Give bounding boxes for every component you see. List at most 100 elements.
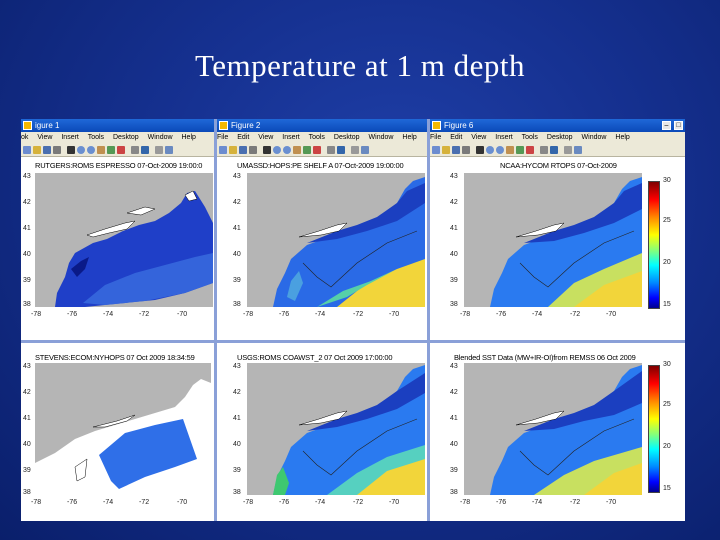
plot-title: UMASSD:HOPS:PE SHELF A 07-Oct-2009 19:00… (237, 161, 404, 170)
x-tick: -74 (315, 499, 326, 506)
menu-desktop[interactable]: Desktop (546, 134, 573, 141)
hide-plottools-icon[interactable] (564, 146, 572, 154)
y-tick: 38 (23, 489, 31, 496)
plot-panel-4: STEVENS:ECOM:NYHOPS 07 Oct 2009 18:34:59… (21, 343, 214, 521)
legend-icon[interactable] (141, 146, 149, 154)
print-icon[interactable] (249, 146, 257, 154)
open-icon[interactable] (33, 146, 41, 154)
y-tick: 39 (450, 467, 458, 474)
new-icon[interactable] (219, 146, 227, 154)
x-tick: -76 (279, 499, 290, 506)
x-tick: -78 (243, 499, 254, 506)
open-icon[interactable] (442, 146, 450, 154)
y-tick: 43 (233, 363, 241, 370)
legend-icon[interactable] (337, 146, 345, 154)
y-tick: 43 (23, 363, 31, 370)
map-plot (247, 363, 425, 495)
menu-edit[interactable]: Edit (450, 134, 463, 141)
rotate-icon[interactable] (516, 146, 524, 154)
save-icon[interactable] (452, 146, 460, 154)
arrow-icon[interactable] (476, 146, 484, 154)
hide-plottools-icon[interactable] (155, 146, 163, 154)
save-icon[interactable] (43, 146, 51, 154)
x-tick: -76 (279, 311, 290, 318)
show-plottools-icon[interactable] (574, 146, 582, 154)
menu-file[interactable]: File (430, 134, 442, 141)
menu-bar: File Edit View Insert Tools Desktop Wind… (430, 132, 685, 143)
colorbar-icon[interactable] (327, 146, 335, 154)
map-plot (464, 363, 642, 495)
arrow-icon[interactable] (263, 146, 271, 154)
hide-plottools-icon[interactable] (351, 146, 359, 154)
zoom-in-icon[interactable] (273, 146, 281, 154)
save-icon[interactable] (239, 146, 247, 154)
y-tick: 41 (233, 225, 241, 232)
menu-tools[interactable]: Tools (308, 134, 325, 141)
menu-window[interactable]: Window (368, 134, 394, 141)
x-tick: -72 (139, 311, 150, 318)
colorbar-icon[interactable] (540, 146, 548, 154)
datacursor-icon[interactable] (526, 146, 534, 154)
figure-window-6: Figure 6 – □ File Edit View Insert Tools… (430, 119, 685, 340)
rotate-icon[interactable] (303, 146, 311, 154)
x-tick: -78 (243, 311, 254, 318)
x-tick: -76 (67, 311, 78, 318)
zoom-in-icon[interactable] (486, 146, 494, 154)
menu-view[interactable]: View (37, 134, 53, 141)
toolbar (430, 143, 685, 157)
show-plottools-icon[interactable] (361, 146, 369, 154)
window-titlebar[interactable]: Figure 2 (217, 119, 427, 132)
new-icon[interactable] (23, 146, 31, 154)
menu-desktop[interactable]: Desktop (333, 134, 360, 141)
pan-icon[interactable] (97, 146, 105, 154)
open-icon[interactable] (229, 146, 237, 154)
datacursor-icon[interactable] (117, 146, 125, 154)
rotate-icon[interactable] (107, 146, 115, 154)
arrow-icon[interactable] (67, 146, 75, 154)
menu-view[interactable]: View (471, 134, 487, 141)
x-tick: -72 (570, 499, 581, 506)
show-plottools-icon[interactable] (165, 146, 173, 154)
colorbar-icon[interactable] (131, 146, 139, 154)
menu-insert[interactable]: Insert (495, 134, 513, 141)
maximize-button[interactable]: □ (674, 121, 683, 130)
menu-view[interactable]: View (258, 134, 274, 141)
menu-help[interactable]: Help (402, 134, 417, 141)
zoom-out-icon[interactable] (87, 146, 95, 154)
menu-insert[interactable]: Insert (61, 134, 79, 141)
x-tick: -74 (315, 311, 326, 318)
pan-icon[interactable] (506, 146, 514, 154)
menu-tools[interactable]: Tools (521, 134, 538, 141)
plot-title: STEVENS:ECOM:NYHOPS 07 Oct 2009 18:34:59 (35, 353, 195, 362)
pan-icon[interactable] (293, 146, 301, 154)
menu-help[interactable]: Help (181, 134, 196, 141)
window-title: Figure 6 (444, 121, 474, 130)
menu-file[interactable]: File (217, 134, 229, 141)
menu-help[interactable]: Help (615, 134, 630, 141)
zoom-out-icon[interactable] (283, 146, 291, 154)
print-icon[interactable] (53, 146, 61, 154)
zoom-out-icon[interactable] (496, 146, 504, 154)
zoom-in-icon[interactable] (77, 146, 85, 154)
new-icon[interactable] (432, 146, 440, 154)
map-plot (247, 173, 425, 307)
window-titlebar[interactable]: igure 1 (21, 119, 214, 132)
x-tick: -78 (460, 311, 471, 318)
minimize-button[interactable]: – (662, 121, 671, 130)
menu-edit-partial[interactable]: ok (21, 134, 29, 141)
x-tick: -76 (496, 499, 507, 506)
y-tick: 41 (450, 225, 458, 232)
menu-edit[interactable]: Edit (237, 134, 250, 141)
menu-window[interactable]: Window (147, 134, 173, 141)
window-titlebar[interactable]: Figure 6 – □ (430, 119, 685, 132)
colorbar-tick: 30 (663, 361, 671, 368)
menu-desktop[interactable]: Desktop (113, 134, 139, 141)
plot-title: RUTGERS:ROMS ESPRESSO 07-Oct-2009 19:00:… (35, 161, 203, 170)
print-icon[interactable] (462, 146, 470, 154)
y-tick: 43 (450, 363, 458, 370)
menu-window[interactable]: Window (581, 134, 607, 141)
menu-insert[interactable]: Insert (282, 134, 300, 141)
menu-tools[interactable]: Tools (87, 134, 105, 141)
datacursor-icon[interactable] (313, 146, 321, 154)
legend-icon[interactable] (550, 146, 558, 154)
